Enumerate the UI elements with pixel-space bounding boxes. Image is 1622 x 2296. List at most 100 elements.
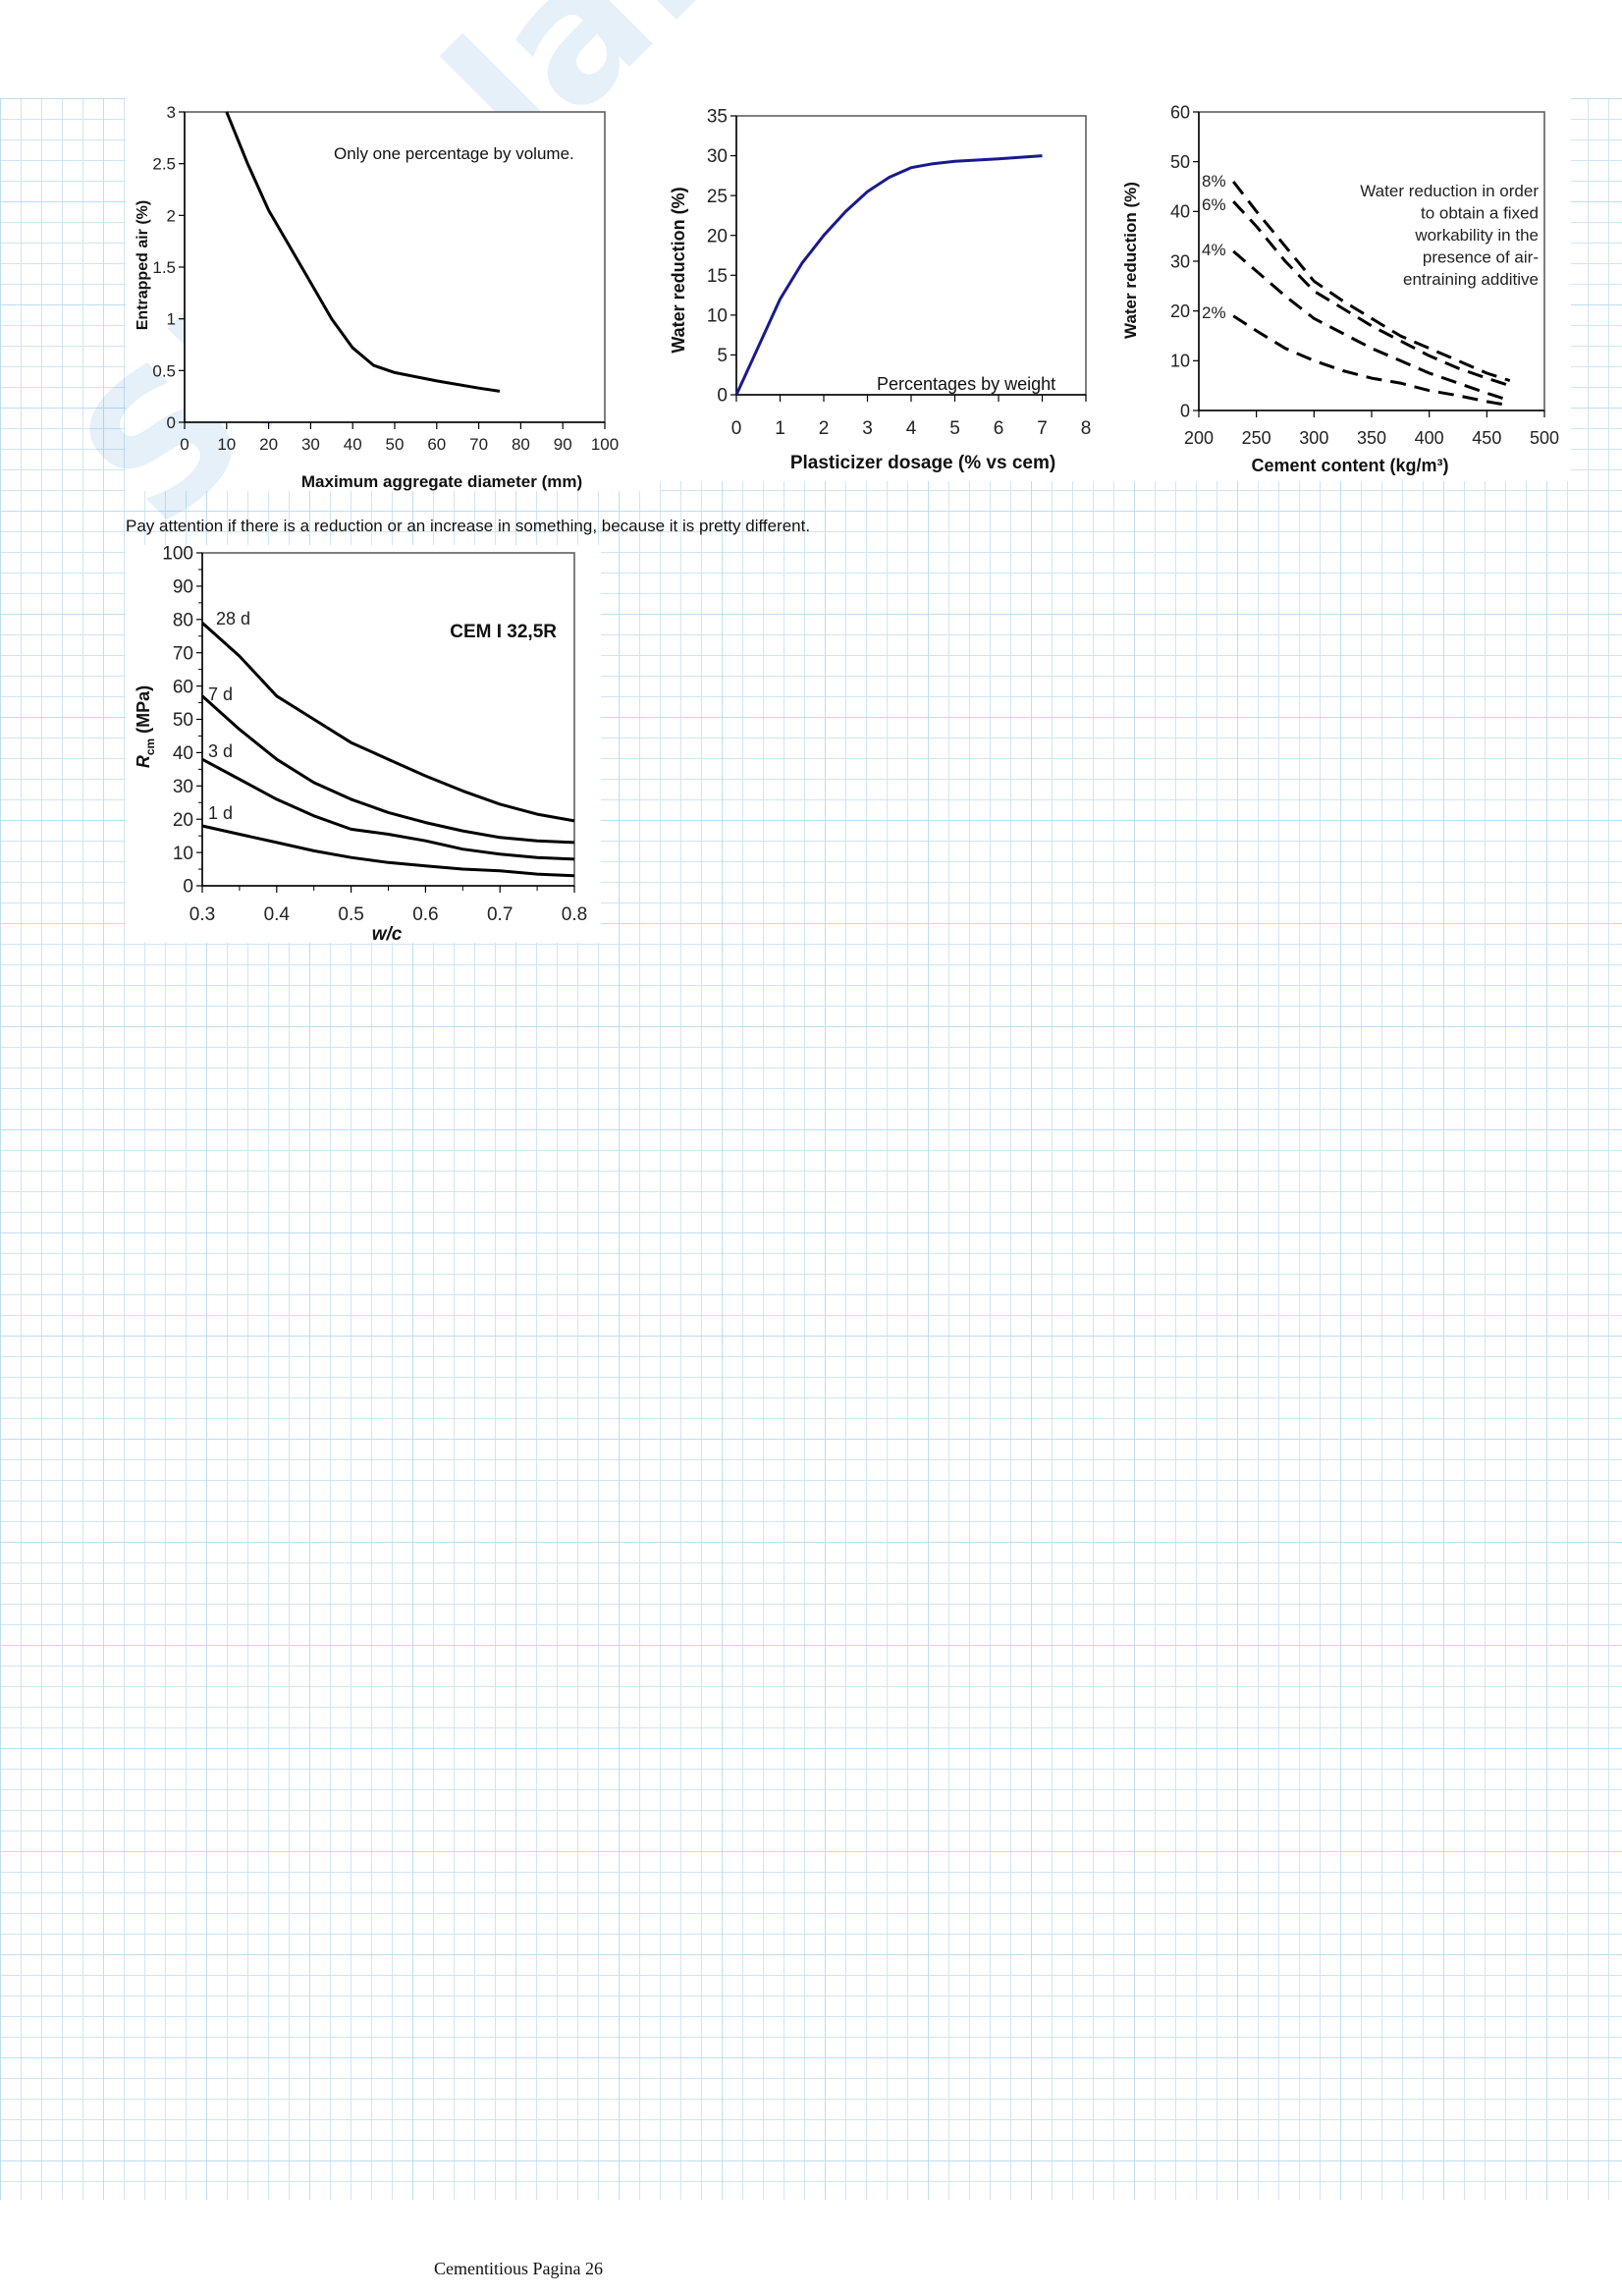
x-axis-label: Plasticizer dosage (% vs cem) [790, 453, 1055, 473]
series-line-28d [200, 622, 575, 823]
y-tick-label: 10 [1170, 352, 1190, 371]
series-label: 7 d [208, 684, 233, 704]
y-tick-label: 100 [162, 544, 193, 565]
x-tick-label: 200 [1184, 428, 1214, 448]
plot-area [735, 115, 1087, 396]
x-tick-label: 0.8 [562, 904, 587, 925]
y-tick-label: 20 [707, 226, 728, 246]
series-label: 8% [1202, 172, 1226, 191]
x-tick-label: 0.5 [338, 904, 363, 925]
series-line [734, 154, 1043, 396]
y-tick-label: 30 [707, 146, 728, 167]
y-tick-label: 10 [707, 306, 728, 327]
y-tick-label: 40 [173, 743, 193, 764]
x-tick-label: 0.6 [412, 904, 438, 925]
chart-annotation-line: to obtain a fixed [1421, 204, 1539, 223]
x-tick-label: 2 [819, 418, 830, 439]
x-tick-label: 4 [906, 418, 917, 439]
y-tick-label: 25 [707, 187, 728, 207]
x-tick-label: 500 [1530, 428, 1559, 448]
y-tick-label: 90 [173, 577, 193, 598]
y-tick-label: 1.5 [152, 258, 176, 277]
x-tick-label: 90 [554, 435, 572, 454]
y-tick-label: 0 [183, 877, 193, 898]
y-tick-label: 20 [173, 810, 193, 831]
y-tick-label: 0 [167, 413, 176, 432]
x-tick-label: 450 [1472, 428, 1501, 448]
y-tick-label: 35 [707, 107, 728, 128]
x-tick-label: 0.7 [487, 904, 513, 925]
x-axis-label: Cement content (kg/m³) [1251, 456, 1448, 475]
series-line-3d [201, 757, 575, 861]
chart-annotation: Percentages by weight [877, 374, 1055, 394]
chart-annotation-line: Water reduction in order [1360, 182, 1539, 200]
series-line-4 [1232, 249, 1511, 403]
x-tick-label: 70 [469, 435, 488, 454]
series-line-7d [200, 694, 575, 845]
y-tick-label: 50 [1170, 152, 1190, 172]
y-tick-label: 60 [1170, 102, 1190, 122]
y-tick-label: 15 [707, 266, 728, 287]
series-line-2 [1232, 314, 1511, 408]
y-tick-label: 0 [717, 386, 728, 407]
series-label: 1 d [208, 803, 233, 823]
y-tick-label: 2.5 [152, 155, 176, 174]
y-tick-label: 40 [1170, 202, 1190, 222]
x-tick-label: 30 [301, 435, 320, 454]
chart-annotation: Only one percentage by volume. [334, 144, 574, 163]
y-tick-label: 30 [173, 777, 193, 797]
x-tick-label: 0.3 [189, 904, 215, 925]
series-line [225, 111, 501, 393]
plot-area [201, 552, 575, 887]
series-label: 4% [1202, 241, 1226, 259]
chart-annotation: CEM I 32,5R [450, 622, 557, 642]
y-tick-label: 60 [173, 677, 193, 697]
page-footer: Cementitious Pagina 26 [434, 2259, 603, 2278]
x-tick-label: 3 [862, 418, 873, 439]
x-tick-label: 7 [1037, 418, 1048, 439]
y-axis-label: Rcm (MPa) [134, 685, 157, 768]
y-tick-label: 2 [167, 206, 176, 225]
series-label: 3 d [208, 741, 233, 761]
series-label: 28 d [216, 609, 250, 629]
plot-area [184, 111, 606, 423]
chart-1: 00.511.522.530 10 20 30 40 50 60 70 80 90 100Maxim… [135, 103, 619, 491]
y-tick-label: 5 [717, 346, 728, 366]
y-axis-label-main: R [134, 755, 153, 768]
y-tick-label: 10 [173, 844, 193, 864]
x-axis-label: w/c [372, 924, 403, 945]
y-tick-label: 50 [173, 710, 193, 731]
x-tick-label: 0 [731, 418, 742, 439]
y-tick-label: 20 [1170, 301, 1190, 321]
chart-annotation-line: entraining additive [1403, 270, 1539, 289]
x-tick-label: 80 [512, 435, 530, 454]
x-tick-label: 250 [1242, 428, 1271, 448]
y-axis-label-main: Water reduction (%) [669, 187, 688, 353]
x-tick-label: 0.4 [264, 904, 291, 925]
x-axis-label: Maximum aggregate diameter (mm) [301, 472, 582, 491]
note-text: Pay attention if there is a reduction or… [126, 517, 811, 535]
chart-annotation-line: workability in the [1414, 226, 1539, 245]
series-line-6 [1232, 200, 1511, 388]
y-axis-label: Water reduction (%) [669, 187, 688, 353]
y-tick-label: 80 [173, 610, 193, 630]
y-tick-label: 0.5 [152, 361, 176, 380]
x-tick-label: 1 [775, 418, 785, 439]
series-line-1d [201, 824, 575, 878]
y-tick-label: 30 [1170, 251, 1190, 271]
x-tick-label: 8 [1081, 418, 1092, 439]
x-tick-label: 60 [427, 435, 446, 454]
x-tick-label: 20 [259, 435, 278, 454]
y-tick-label: 0 [1180, 401, 1190, 420]
chart-annotation-line: presence of air- [1423, 248, 1539, 267]
x-tick-label: 400 [1415, 428, 1444, 448]
x-tick-label: 6 [994, 418, 1004, 439]
x-tick-label: 0 [180, 435, 189, 454]
series-label: 2% [1202, 303, 1226, 322]
y-tick-label: 70 [173, 643, 193, 664]
x-tick-label: 300 [1299, 428, 1328, 448]
x-tick-label: 5 [949, 418, 960, 439]
series-line-8 [1232, 180, 1511, 383]
y-axis-label-subscript: cm [143, 738, 157, 755]
